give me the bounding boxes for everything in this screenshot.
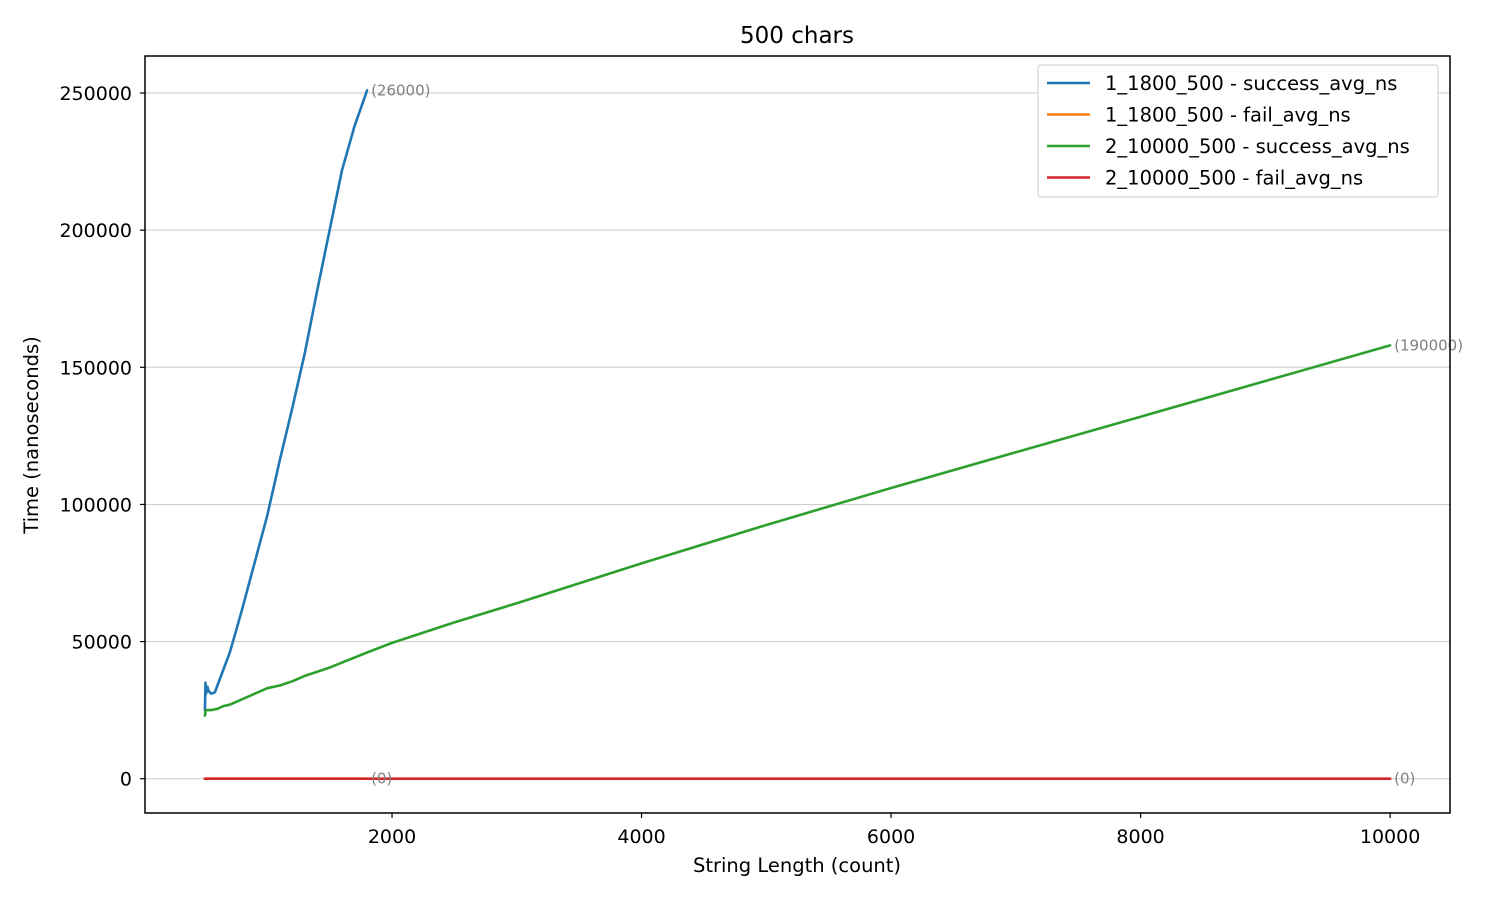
annotation-label: (0) xyxy=(371,770,392,788)
y-tick-label: 200000 xyxy=(59,220,132,242)
x-tick-label: 10000 xyxy=(1360,826,1420,848)
axis-ticks: 0 50000 100000 150000 200000 250000 2000 4000 60… xyxy=(59,83,1420,848)
annotation-label: (26000) xyxy=(371,81,430,99)
y-tick-label: 250000 xyxy=(59,83,132,105)
x-axis-title: String Length (count) xyxy=(693,854,901,877)
annotation-label: (0) xyxy=(1394,770,1415,788)
annotation-label: (190000) xyxy=(1394,336,1463,354)
legend-box xyxy=(1037,64,1439,198)
series-layer xyxy=(203,89,1392,781)
legend-label: 1_1800_500 - fail_avg_ns xyxy=(1105,104,1351,127)
x-tick-label: 2000 xyxy=(368,826,416,848)
chart-title: 500 chars xyxy=(740,23,854,49)
y-tick-label: 0 xyxy=(120,769,132,791)
legend: 1_1800_500 - success_avg_ns 1_1800_500 - … xyxy=(1037,64,1439,198)
x-tick-label: 4000 xyxy=(617,826,665,848)
series-line-3 xyxy=(203,344,1392,717)
x-tick-label: 8000 xyxy=(1116,826,1164,848)
y-tick-label: 50000 xyxy=(72,632,132,654)
y-tick-label: 150000 xyxy=(59,357,132,379)
legend-label: 2_10000_500 - fail_avg_ns xyxy=(1105,167,1363,190)
legend-label: 1_1800_500 - success_avg_ns xyxy=(1105,72,1397,95)
y-tick-label: 100000 xyxy=(59,494,132,516)
y-axis-title: Time (nanoseconds) xyxy=(20,336,43,534)
plot-frame xyxy=(144,55,1451,814)
series-line-1 xyxy=(203,89,369,712)
legend-label: 2_10000_500 - success_avg_ns xyxy=(1105,135,1410,158)
x-tick-label: 6000 xyxy=(867,826,915,848)
annotations: (26000) (190000) (0) (0) xyxy=(371,81,1463,787)
